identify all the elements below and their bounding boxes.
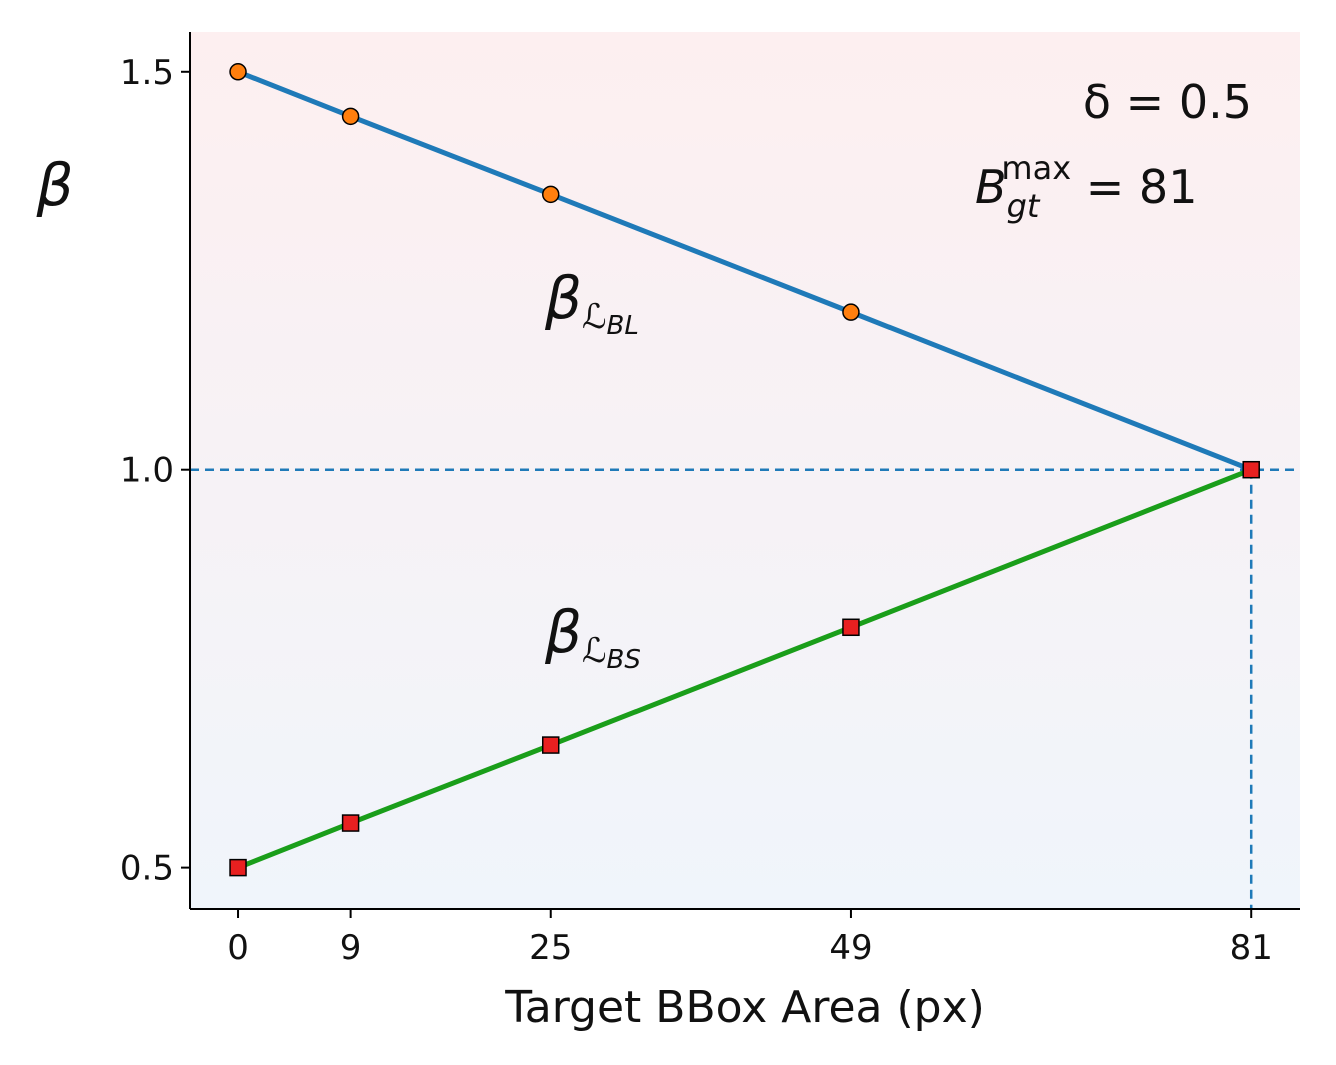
x-tick-label: 81 (1230, 928, 1273, 968)
data-point (541, 736, 560, 754)
y-tick-label: 0.5 (120, 849, 174, 889)
data-point (229, 858, 247, 877)
x-tick-label: 25 (529, 928, 572, 968)
y-tick-label: 1.5 (120, 53, 174, 93)
data-point (842, 303, 860, 321)
annotation-sup: max (1001, 149, 1071, 187)
data-point (541, 185, 560, 204)
annotation-text: δ = 0.5 (1083, 75, 1252, 129)
x-tick-label: 9 (340, 928, 362, 968)
x-axis-label: Target BBox Area (px) (504, 982, 985, 1033)
series-label-symbol: β (544, 264, 582, 332)
annotation: δ = 0.5 (1083, 75, 1252, 129)
series-label-sub: ℒ (582, 631, 607, 671)
annotation: Bgtmax = 81 (975, 149, 1197, 225)
annotation-rest: = 81 (1071, 160, 1197, 214)
data-point (1242, 460, 1260, 479)
series-label: βℒBS (544, 598, 641, 675)
series-label-subsub: BS (607, 645, 641, 675)
annotation-sub: gt (1007, 187, 1041, 225)
series-label: βℒBL (544, 264, 639, 341)
series-label-subsub: BL (607, 311, 639, 341)
data-point (842, 618, 860, 637)
series-label-symbol: β (544, 598, 582, 666)
series-label-sub: ℒ (582, 297, 607, 337)
x-tick-label: 0 (227, 928, 249, 968)
annotation-base: B (975, 160, 1007, 214)
y-axis-label: β (35, 151, 73, 219)
data-point (229, 63, 247, 81)
data-point (341, 107, 360, 126)
data-point (341, 814, 360, 832)
y-tick-label: 1.0 (120, 451, 174, 491)
x-tick-label: 49 (829, 928, 872, 968)
